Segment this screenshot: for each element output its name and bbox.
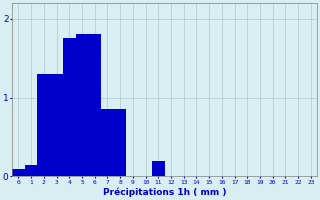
- Bar: [37, 74, 50, 176]
- Bar: [50, 74, 63, 176]
- Bar: [25, 165, 37, 176]
- Bar: [114, 109, 126, 176]
- Bar: [12, 169, 25, 176]
- Bar: [76, 34, 88, 176]
- Bar: [63, 38, 76, 176]
- Bar: [88, 34, 101, 176]
- X-axis label: Précipitations 1h ( mm ): Précipitations 1h ( mm ): [103, 188, 226, 197]
- Bar: [101, 109, 114, 176]
- Bar: [152, 161, 164, 176]
